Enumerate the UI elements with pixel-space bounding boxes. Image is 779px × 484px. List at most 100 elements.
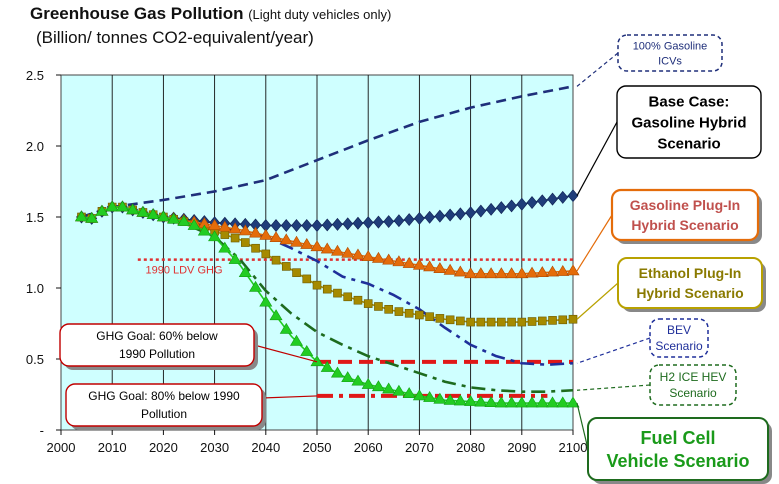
callout-goal-80-box — [65, 383, 263, 427]
callout-gasoline-plugin-box — [610, 188, 760, 242]
series-2-point-2074 — [434, 209, 446, 223]
series-7-point-2096 — [545, 396, 560, 408]
series-7-point-2048 — [300, 345, 314, 356]
series-line-1 — [81, 85, 574, 219]
series-2-point-2068 — [403, 213, 415, 227]
callout-base-case: Base Case: Gasoline Hybrid Scenario — [576, 85, 762, 196]
series-3-point-2050 — [310, 240, 324, 252]
series-3-point-2094 — [535, 266, 549, 277]
x-tick-label-2040: 2040 — [251, 440, 280, 455]
callout-goal-60-label-1: GHG Goal: 60% below — [96, 329, 218, 343]
series-7-point-2010 — [105, 200, 119, 212]
series-3-point-2072 — [423, 260, 437, 272]
series-4-point-2062 — [374, 302, 383, 311]
series-2-point-2096 — [547, 192, 558, 206]
series-4-point-2070 — [415, 310, 424, 320]
series-4-point-2032 — [220, 230, 230, 239]
series-3-point-2084 — [484, 267, 498, 279]
series-7-point-2094 — [535, 396, 549, 408]
series-7-point-2082 — [474, 395, 488, 407]
reference-label-1990: 1990 LDV GHG — [145, 265, 222, 277]
x-tick-label-2080: 2080 — [456, 440, 485, 455]
series-4-point-2082 — [476, 317, 486, 327]
y-tick-label-1: 0.5 — [26, 352, 44, 367]
callout-ethanol-plugin-label-1: Ethanol Plug-In — [639, 265, 742, 281]
series-3-point-2098 — [556, 264, 570, 276]
series-2-point-2092 — [526, 196, 538, 209]
callout-h2-ice: H2 ICE HEV Scenario — [576, 364, 737, 406]
series-4-point-2068 — [404, 308, 414, 318]
x-tick-label-2020: 2020 — [149, 440, 178, 455]
series-7-point-2052 — [320, 360, 334, 372]
series-7-point-2058 — [351, 374, 365, 386]
series-3-point-2086 — [494, 267, 508, 279]
series-7-point-2088 — [505, 396, 519, 408]
series-7-point-2016 — [136, 205, 150, 217]
series-2-point-2076 — [444, 208, 456, 222]
series-2-point-2044 — [280, 219, 292, 232]
series-7-point-2024 — [177, 214, 191, 226]
series-2-point-2056 — [342, 217, 354, 231]
series-3-point-2074 — [433, 262, 447, 273]
series-7-point-2056 — [341, 371, 355, 383]
x-tick-label-2070: 2070 — [405, 440, 434, 455]
series-3-point-2070 — [412, 258, 426, 270]
series-2-point-2046 — [291, 219, 302, 232]
series-7-point-2060 — [361, 377, 375, 389]
series-7 — [74, 200, 580, 408]
series-7-point-2018 — [146, 208, 160, 220]
callout-h2-ice-pointer — [576, 384, 651, 391]
series-4-point-2092 — [527, 317, 537, 326]
callout-ethanol-plugin: Ethanol Plug-In Hybrid Scenario — [576, 257, 766, 320]
series-3-point-2096 — [545, 265, 560, 277]
series-7-point-2032 — [218, 241, 232, 253]
series-4-point-2038 — [251, 243, 260, 253]
series-4-point-2096 — [548, 316, 557, 325]
series-line-6 — [162, 215, 574, 393]
x-tick-label-2030: 2030 — [200, 440, 229, 455]
callout-goal-80-pointer — [261, 395, 318, 399]
chart-subtitle: (Light duty vehicles only) — [248, 7, 392, 22]
series-3-point-2054 — [330, 244, 345, 256]
series-3-point-2052 — [320, 242, 334, 254]
series-3-point-2058 — [351, 248, 365, 260]
series-4-point-2078 — [456, 316, 465, 326]
callout-base-case-label-3: Scenario — [657, 135, 720, 152]
series-3-point-2080 — [464, 267, 478, 279]
series-3-point-2064 — [382, 253, 396, 265]
x-tick-label-2100: 2100 — [559, 440, 588, 455]
series-2-point-2086 — [495, 201, 507, 215]
series-2-point-2070 — [414, 211, 425, 225]
series-6 — [162, 215, 574, 393]
series-3-point-2044 — [279, 233, 293, 245]
series-2-point-2100 — [567, 189, 579, 203]
series-2-point-2078 — [454, 207, 466, 221]
series-2-point-2090 — [516, 197, 528, 211]
series-4-point-2088 — [507, 317, 516, 327]
series-7-point-2074 — [433, 392, 447, 404]
callout-gasoline-icv-label-1: 100% Gasoline — [633, 40, 708, 52]
series-7-point-2034 — [228, 253, 242, 264]
series-3-point-2066 — [392, 255, 406, 267]
series-3-point-2092 — [525, 266, 539, 278]
chart-units: (Billion/ tonnes CO2-equivalent/year) — [36, 28, 314, 47]
series-2-point-2062 — [373, 215, 384, 229]
series-7-point-2042 — [269, 309, 283, 321]
callout-gasoline-plugin: Gasoline Plug-In Hybrid Scenario — [576, 188, 762, 272]
callout-ethanol-plugin-box — [617, 257, 763, 309]
y-tick-label-2: 1.0 — [26, 281, 44, 296]
series-2-point-2050 — [311, 219, 323, 232]
x-tick-label-2050: 2050 — [303, 440, 332, 455]
callout-gasoline-icv-pointer — [576, 52, 619, 87]
series-2-point-2094 — [536, 194, 548, 208]
series-7-point-2072 — [423, 391, 437, 402]
series-4-point-2086 — [497, 317, 506, 327]
series-4-point-2050 — [312, 280, 322, 290]
series-4-point-2064 — [384, 304, 393, 314]
series-7-point-2008 — [95, 204, 109, 216]
series-2-point-2072 — [424, 210, 436, 224]
series-4-point-2076 — [445, 315, 455, 325]
series-7-point-2054 — [330, 366, 345, 378]
callout-h2-ice-label-1: H2 ICE HEV — [660, 370, 727, 384]
series-7-point-2092 — [525, 396, 539, 408]
